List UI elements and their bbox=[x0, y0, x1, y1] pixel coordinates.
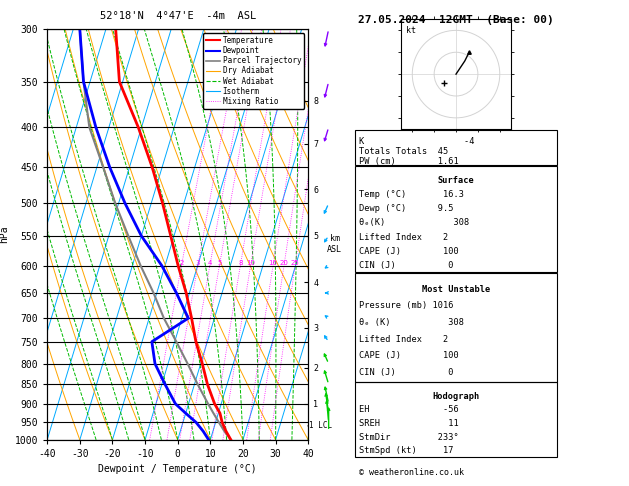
Text: 2: 2 bbox=[179, 260, 184, 265]
Text: StmSpd (kt)     17: StmSpd (kt) 17 bbox=[359, 446, 454, 455]
Text: 8: 8 bbox=[238, 260, 243, 265]
Text: 1 LCL: 1 LCL bbox=[309, 421, 332, 431]
Text: 25: 25 bbox=[291, 260, 299, 265]
Text: 16: 16 bbox=[269, 260, 277, 265]
Text: Dewp (°C)      9.5: Dewp (°C) 9.5 bbox=[359, 204, 454, 213]
Text: Pressure (mb) 1016: Pressure (mb) 1016 bbox=[359, 301, 454, 311]
Text: CIN (J)          0: CIN (J) 0 bbox=[359, 261, 454, 270]
Text: 52°18'N  4°47'E  -4m  ASL: 52°18'N 4°47'E -4m ASL bbox=[99, 11, 256, 21]
Text: SREH             11: SREH 11 bbox=[359, 419, 459, 428]
Text: © weatheronline.co.uk: © weatheronline.co.uk bbox=[359, 468, 464, 477]
Text: Totals Totals  45: Totals Totals 45 bbox=[359, 147, 448, 156]
Text: 5: 5 bbox=[217, 260, 221, 265]
Text: 27.05.2024  12GMT  (Base: 00): 27.05.2024 12GMT (Base: 00) bbox=[358, 15, 554, 25]
Text: 3: 3 bbox=[196, 260, 200, 265]
Text: 20: 20 bbox=[279, 260, 288, 265]
Text: Lifted Index    2: Lifted Index 2 bbox=[359, 335, 448, 344]
Y-axis label: hPa: hPa bbox=[0, 226, 9, 243]
Text: CAPE (J)        100: CAPE (J) 100 bbox=[359, 351, 459, 361]
Legend: Temperature, Dewpoint, Parcel Trajectory, Dry Adiabat, Wet Adiabat, Isotherm, Mi: Temperature, Dewpoint, Parcel Trajectory… bbox=[203, 33, 304, 109]
Text: 4: 4 bbox=[208, 260, 212, 265]
Text: 10: 10 bbox=[246, 260, 255, 265]
Text: Hodograph: Hodograph bbox=[432, 392, 480, 401]
Text: Temp (°C)       16.3: Temp (°C) 16.3 bbox=[359, 190, 464, 199]
Text: EH              -56: EH -56 bbox=[359, 405, 459, 415]
Text: K                   -4: K -4 bbox=[359, 137, 475, 146]
Text: Most Unstable: Most Unstable bbox=[422, 285, 490, 294]
Text: θₑ (K)           308: θₑ (K) 308 bbox=[359, 318, 464, 327]
Y-axis label: km
ASL: km ASL bbox=[327, 235, 342, 254]
Text: CIN (J)          0: CIN (J) 0 bbox=[359, 368, 454, 377]
Text: CAPE (J)        100: CAPE (J) 100 bbox=[359, 247, 459, 256]
Text: Lifted Index    2: Lifted Index 2 bbox=[359, 233, 448, 242]
Text: Surface: Surface bbox=[438, 176, 474, 185]
Text: StmDir         233°: StmDir 233° bbox=[359, 433, 459, 441]
X-axis label: Dewpoint / Temperature (°C): Dewpoint / Temperature (°C) bbox=[98, 465, 257, 474]
Text: kt: kt bbox=[406, 26, 416, 35]
Text: θₑ(K)             308: θₑ(K) 308 bbox=[359, 219, 469, 227]
Text: PW (cm)        1.61: PW (cm) 1.61 bbox=[359, 157, 459, 166]
